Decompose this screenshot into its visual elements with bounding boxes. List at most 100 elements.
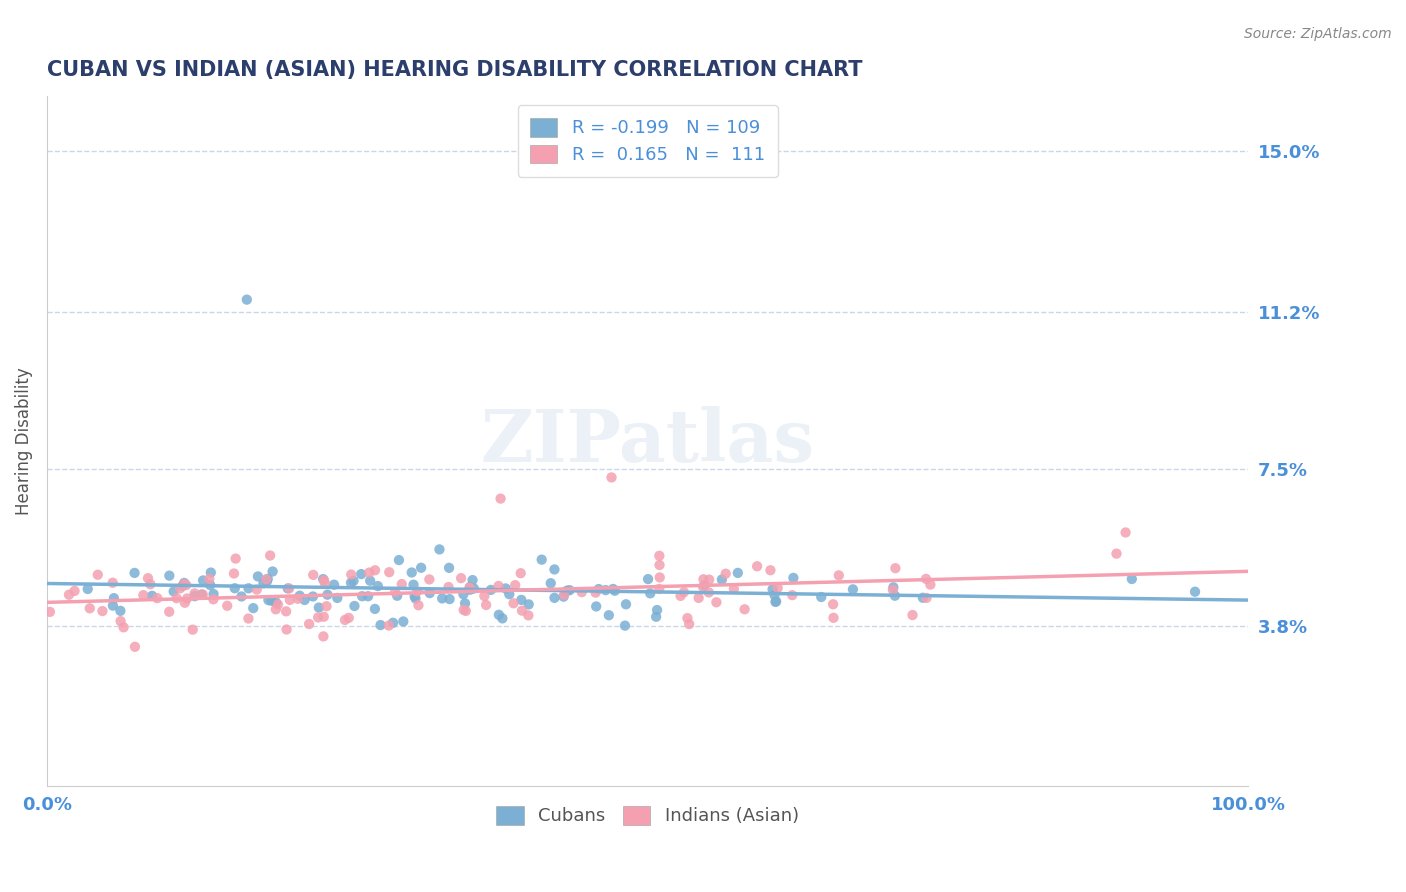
Point [173, 577, 195, 591]
Point [242, 601, 264, 615]
Point [437, 561, 460, 575]
Text: Source: ZipAtlas.com: Source: ZipAtlas.com [1244, 27, 1392, 41]
Point [1121, 572, 1143, 586]
Point [648, 549, 671, 563]
Point [262, 565, 284, 579]
Point [124, 640, 146, 654]
Point [543, 591, 565, 605]
Point [256, 572, 278, 586]
Point [558, 583, 581, 598]
Point [404, 589, 426, 603]
Point [384, 585, 406, 599]
Point [333, 613, 356, 627]
Point [101, 575, 124, 590]
Point [224, 581, 246, 595]
Point [79, 601, 101, 615]
Point [543, 562, 565, 576]
Point [278, 593, 301, 607]
Point [692, 572, 714, 586]
Point [553, 588, 575, 602]
Point [278, 582, 301, 596]
Point [181, 623, 204, 637]
Point [491, 611, 513, 625]
Point [302, 567, 325, 582]
Point [454, 604, 477, 618]
Point [463, 582, 485, 596]
Point [437, 580, 460, 594]
Point [458, 581, 481, 595]
Point [461, 573, 484, 587]
Point [648, 558, 671, 572]
Point [172, 579, 194, 593]
Point [202, 592, 225, 607]
Point [157, 605, 180, 619]
Point [312, 609, 335, 624]
Point [103, 591, 125, 606]
Point [761, 582, 783, 597]
Point [326, 591, 349, 605]
Point [439, 592, 461, 607]
Point [91, 604, 114, 618]
Point [600, 470, 623, 484]
Point [252, 576, 274, 591]
Point [475, 598, 498, 612]
Point [343, 599, 366, 613]
Point [408, 599, 430, 613]
Point [267, 598, 290, 612]
Point [124, 566, 146, 580]
Point [222, 566, 245, 581]
Point [401, 566, 423, 580]
Point [585, 585, 607, 599]
Point [314, 576, 336, 591]
Point [603, 583, 626, 598]
Point [277, 582, 299, 596]
Point [553, 590, 575, 604]
Point [316, 588, 339, 602]
Point [598, 608, 620, 623]
Point [571, 585, 593, 599]
Point [901, 608, 924, 623]
Point [264, 595, 287, 609]
Point [920, 577, 942, 591]
Point [364, 602, 387, 616]
Point [648, 570, 671, 584]
Y-axis label: Hearing Disability: Hearing Disability [15, 368, 32, 516]
Point [458, 582, 481, 597]
Point [645, 603, 668, 617]
Point [430, 591, 453, 606]
Point [585, 599, 607, 614]
Point [157, 568, 180, 582]
Point [307, 610, 329, 624]
Point [287, 591, 309, 606]
Point [648, 582, 671, 596]
Point [342, 574, 364, 588]
Point [763, 588, 786, 602]
Point [697, 585, 720, 599]
Point [357, 589, 380, 603]
Point [166, 591, 188, 606]
Point [378, 618, 401, 632]
Point [169, 582, 191, 596]
Point [200, 566, 222, 580]
Point [276, 623, 298, 637]
Point [509, 566, 531, 581]
Point [385, 589, 408, 603]
Point [488, 579, 510, 593]
Point [312, 572, 335, 586]
Point [810, 590, 832, 604]
Point [706, 595, 728, 609]
Point [915, 572, 938, 586]
Text: CUBAN VS INDIAN (ASIAN) HEARING DISABILITY CORRELATION CHART: CUBAN VS INDIAN (ASIAN) HEARING DISABILI… [46, 60, 862, 79]
Point [323, 577, 346, 591]
Point [693, 578, 716, 592]
Point [312, 574, 335, 588]
Point [298, 617, 321, 632]
Point [163, 584, 186, 599]
Point [614, 618, 637, 632]
Point [882, 580, 904, 594]
Point [765, 595, 787, 609]
Point [672, 585, 695, 599]
Point [510, 593, 533, 607]
Point [259, 549, 281, 563]
Point [502, 596, 524, 610]
